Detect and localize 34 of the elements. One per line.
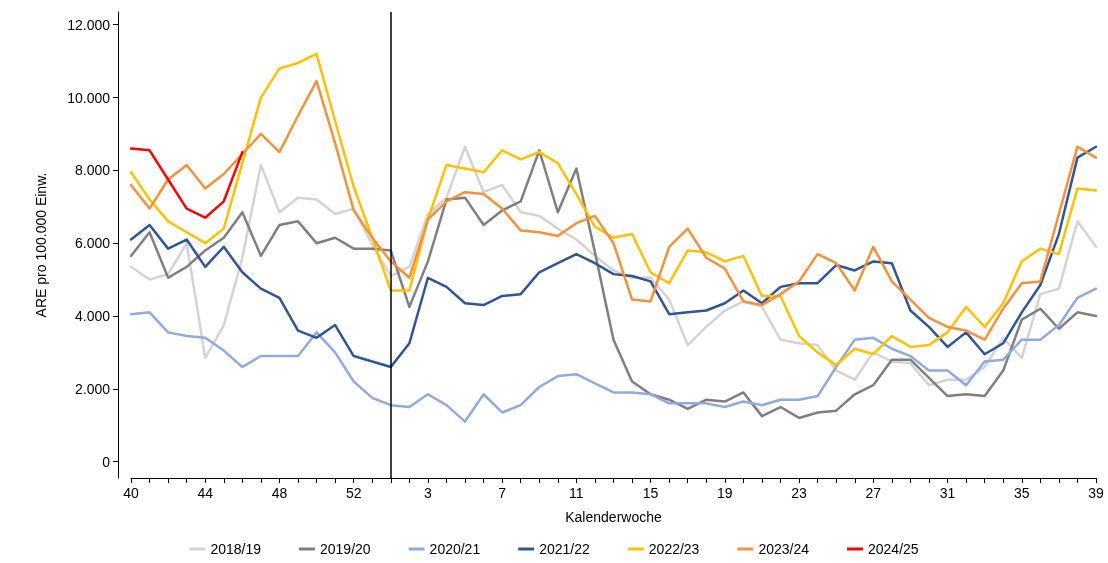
- x-tick-label: 35: [1013, 485, 1030, 501]
- line-series: [129, 79, 1098, 341]
- x-tick-label: 15: [642, 485, 659, 501]
- x-tick-label: 19: [717, 485, 733, 501]
- legend-label: 2020/21: [429, 541, 481, 557]
- x-tick-label: 7: [498, 485, 507, 501]
- y-tick-label: 6.000: [74, 235, 111, 252]
- y-tick-label: 2.000: [74, 380, 111, 397]
- legend-label: 2022/23: [648, 541, 700, 557]
- legend-label: 2021/22: [539, 541, 591, 557]
- x-tick-label: 23: [791, 485, 808, 501]
- x-tick-label: 48: [271, 485, 288, 501]
- line-series: [129, 52, 1098, 367]
- line-series: [129, 147, 244, 219]
- y-axis-title: ARE pro 100.000 Einw.: [33, 172, 49, 318]
- x-tick-label: 40: [123, 485, 139, 501]
- x-axis-title: Kalenderwoche: [565, 509, 662, 525]
- y-tick-label: 8.000: [74, 162, 111, 179]
- y-tick-label: 0: [102, 453, 111, 470]
- legend-label: 2018/19: [210, 541, 262, 557]
- legend-label: 2024/25: [868, 541, 919, 557]
- y-tick-label: 10.000: [67, 89, 111, 106]
- x-tick-label: 39: [1088, 485, 1104, 501]
- x-tick-label: 44: [197, 485, 214, 501]
- y-tick-label: 4.000: [74, 307, 111, 324]
- x-tick-label: 11: [569, 485, 584, 501]
- x-tick-label: 31: [939, 485, 956, 501]
- x-tick-label: 52: [345, 485, 362, 501]
- legend-label: 2019/20: [319, 541, 371, 557]
- y-tick-label: 12.000: [67, 16, 111, 33]
- x-tick-label: 27: [865, 485, 882, 501]
- x-tick-label: 3: [424, 485, 433, 501]
- legend-label: 2023/24: [758, 541, 810, 557]
- line-series: [129, 287, 1098, 423]
